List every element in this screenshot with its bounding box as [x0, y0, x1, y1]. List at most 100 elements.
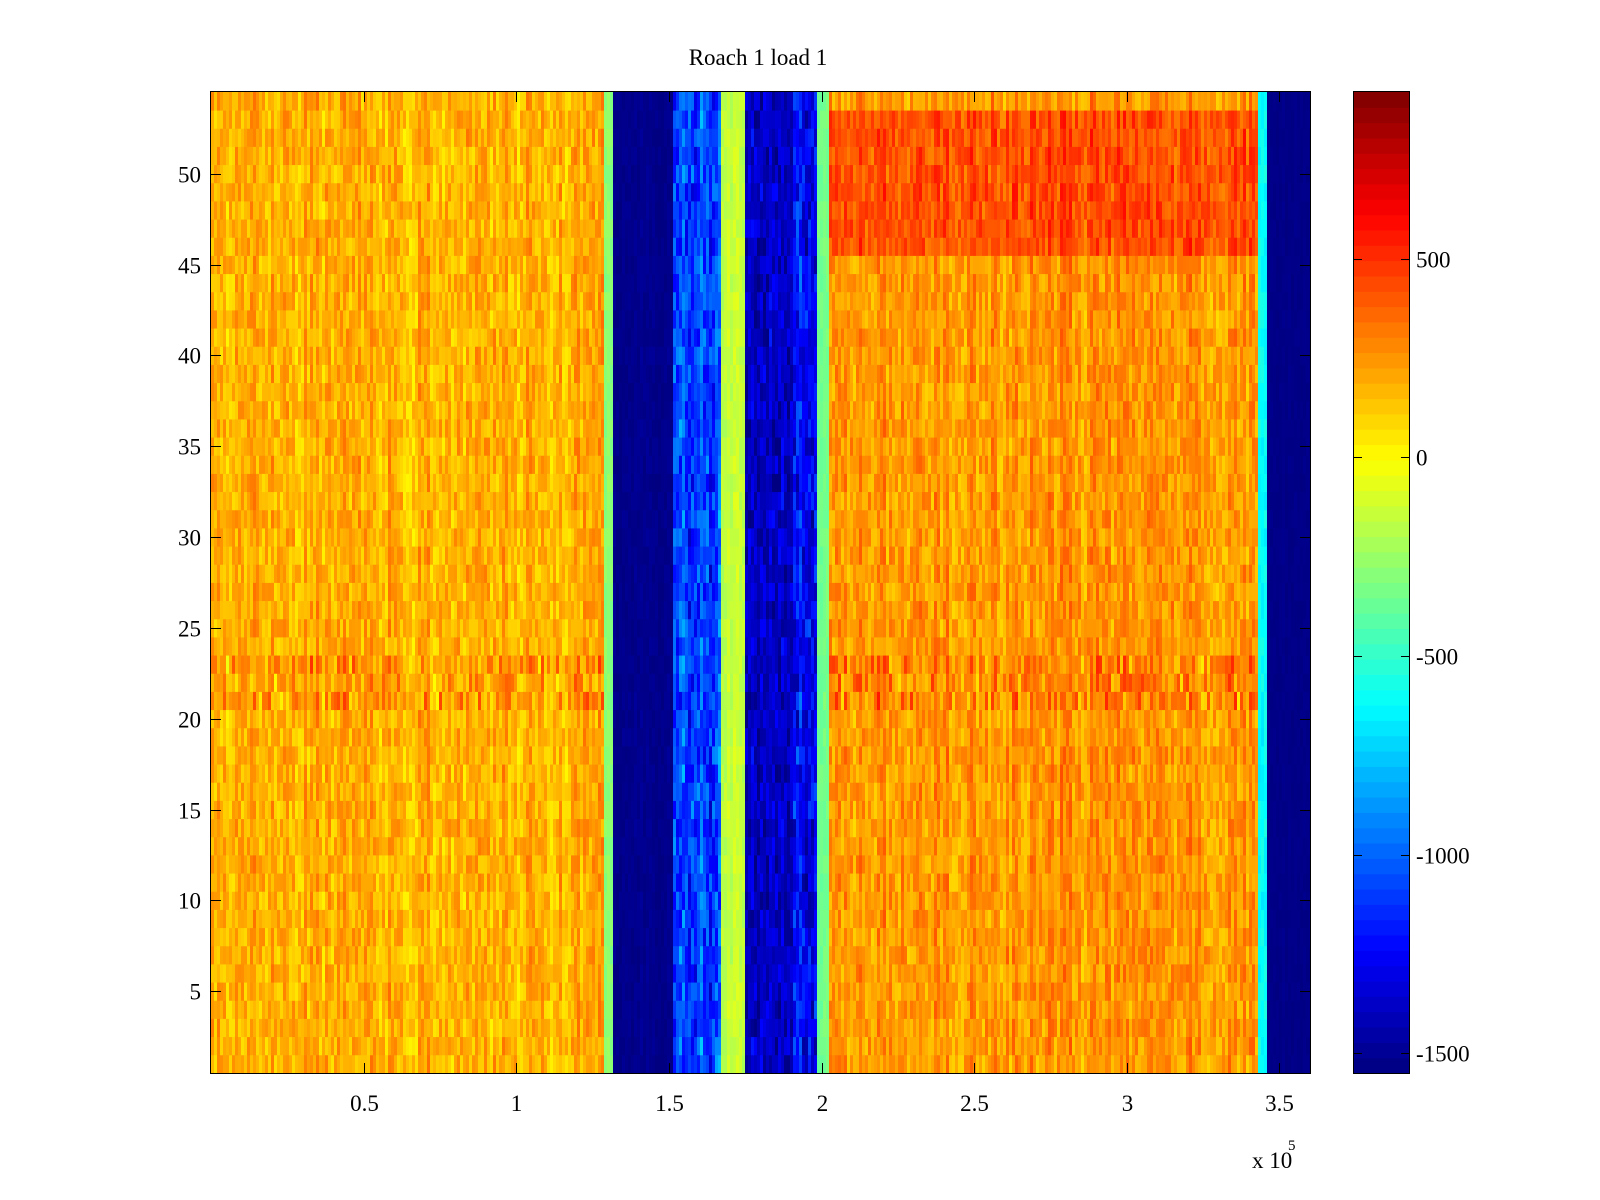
heatmap-cell: [301, 909, 304, 929]
heatmap-cell: [367, 1054, 370, 1074]
heatmap-cell: [316, 582, 319, 602]
heatmap-cell: [280, 346, 283, 365]
heatmap-cell: [478, 491, 481, 511]
heatmap-cell: [286, 1036, 289, 1056]
heatmap-cell: [346, 1054, 349, 1074]
heatmap-cell: [217, 237, 220, 256]
heatmap-cell: [370, 437, 373, 456]
heatmap-cell: [418, 310, 421, 329]
heatmap-cell: [469, 346, 472, 365]
heatmap-cell: [364, 255, 367, 275]
heatmap-cell: [346, 546, 349, 565]
heatmap-cell: [481, 546, 484, 565]
heatmap-cell: [310, 891, 313, 910]
heatmap-cell: [316, 964, 319, 983]
heatmap-cell: [445, 509, 448, 529]
heatmap-cell: [385, 818, 388, 838]
heatmap-cell: [337, 491, 340, 511]
heatmap-cell: [253, 273, 256, 293]
heatmap-cell: [373, 782, 376, 801]
heatmap-cell: [379, 491, 382, 511]
heatmap-cell: [319, 673, 322, 692]
heatmap-cell: [481, 600, 484, 620]
heatmap-cell: [349, 437, 352, 456]
heatmap-cell: [445, 400, 448, 420]
heatmap-cell: [298, 146, 301, 166]
heatmap-cell: [211, 873, 214, 892]
heatmap-cell: [373, 310, 376, 329]
heatmap-cell: [448, 419, 451, 438]
heatmap-cell: [385, 1054, 388, 1074]
heatmap-cell: [292, 182, 295, 202]
heatmap-cell: [235, 1054, 238, 1074]
heatmap-cell: [277, 1018, 280, 1038]
heatmap-cell: [286, 982, 289, 1001]
heatmap-cell: [448, 364, 451, 384]
heatmap-cell: [256, 273, 259, 293]
heatmap-cell: [310, 364, 313, 384]
heatmap-cell: [484, 419, 487, 438]
heatmap-cell: [391, 473, 394, 493]
heatmap-cell: [436, 782, 439, 801]
heatmap-cell: [241, 382, 244, 402]
heatmap-cell: [313, 746, 316, 765]
heatmap-cell: [340, 455, 343, 474]
heatmap-cell: [325, 146, 328, 166]
heatmap-cell: [463, 964, 466, 983]
heatmap-cell: [415, 927, 418, 947]
heatmap-cell: [439, 1000, 442, 1019]
heatmap-cell: [454, 328, 457, 347]
heatmap-cell: [406, 528, 409, 547]
heatmap-cell: [250, 491, 253, 511]
heatmap-cell: [295, 473, 298, 493]
heatmap-cell: [463, 400, 466, 420]
heatmap-cell: [484, 546, 487, 565]
heatmap-cell: [247, 909, 250, 929]
heatmap-cell: [409, 255, 412, 275]
heatmap-cell: [418, 1018, 421, 1038]
heatmap-cell: [244, 1000, 247, 1019]
heatmap-cell: [292, 546, 295, 565]
heatmap-cell: [313, 146, 316, 166]
heatmap-cell: [346, 491, 349, 511]
heatmap-cell: [352, 546, 355, 565]
heatmap-cell: [238, 655, 241, 674]
heatmap-cell: [487, 691, 490, 711]
heatmap-cell: [223, 764, 226, 783]
heatmap-cell: [385, 746, 388, 765]
heatmap-cell: [475, 528, 478, 547]
heatmap-cell: [394, 255, 397, 275]
heatmap-cell: [361, 110, 364, 129]
heatmap-cell: [286, 909, 289, 929]
heatmap-cell: [475, 110, 478, 129]
heatmap-cell: [373, 637, 376, 656]
heatmap-cell: [367, 764, 370, 783]
heatmap-cell: [328, 1018, 331, 1038]
heatmap-cell: [319, 237, 322, 256]
heatmap-cell: [364, 1036, 367, 1056]
heatmap-cell: [388, 255, 391, 275]
heatmap-cell: [331, 128, 334, 147]
heatmap-cell: [304, 691, 307, 711]
heatmap-cell: [382, 582, 385, 602]
heatmap-cell: [406, 382, 409, 402]
heatmap-cell: [346, 673, 349, 692]
heatmap-cell: [292, 128, 295, 147]
heatmap-cell: [331, 237, 334, 256]
heatmap-cell: [427, 945, 430, 965]
heatmap-cell: [325, 219, 328, 238]
heatmap-cell: [481, 764, 484, 783]
heatmap-cell: [334, 328, 337, 347]
heatmap-cell: [391, 146, 394, 166]
heatmap-cell: [298, 128, 301, 147]
heatmap-cell: [271, 146, 274, 166]
heatmap-cell: [232, 964, 235, 983]
heatmap-cell: [415, 982, 418, 1001]
heatmap-cell: [265, 110, 268, 129]
heatmap-cell: [346, 509, 349, 529]
heatmap-cell: [223, 709, 226, 729]
heatmap-cell: [436, 255, 439, 275]
heatmap-cell: [475, 364, 478, 384]
heatmap-cell: [346, 201, 349, 220]
